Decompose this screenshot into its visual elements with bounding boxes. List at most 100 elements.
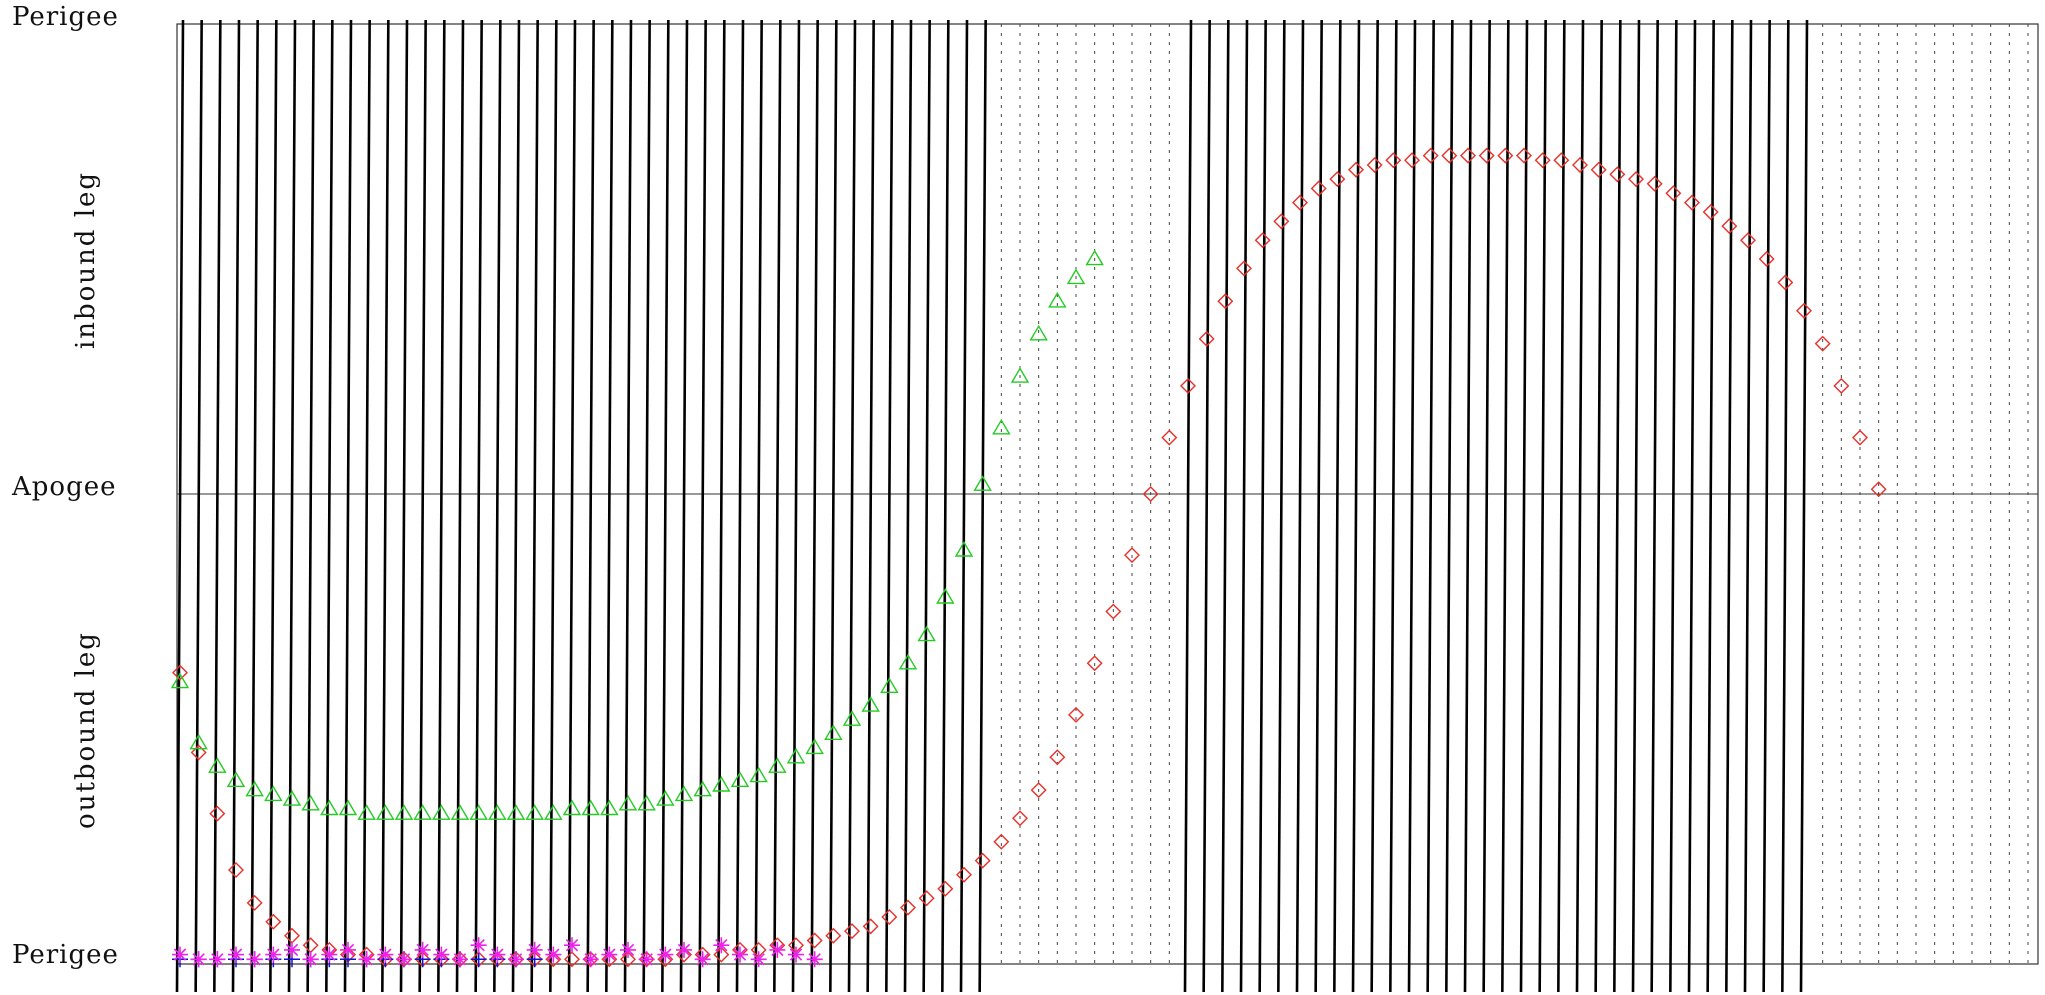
track-solid bbox=[1295, 19, 1305, 993]
star-marker bbox=[564, 937, 580, 954]
diamond-marker bbox=[1796, 302, 1812, 319]
track-solid bbox=[698, 19, 707, 993]
triangle-marker bbox=[898, 653, 918, 670]
track-solid bbox=[1277, 19, 1286, 993]
track-solid bbox=[1445, 19, 1454, 993]
triangle-marker bbox=[488, 804, 507, 820]
triangle-marker bbox=[730, 771, 750, 787]
track-solid bbox=[959, 19, 969, 993]
star-marker bbox=[433, 946, 450, 963]
triangle-marker bbox=[245, 780, 264, 797]
triangle-marker bbox=[1066, 268, 1086, 285]
band-label-inbound: inbound leg bbox=[71, 170, 101, 350]
diamond-marker bbox=[1086, 655, 1103, 672]
diamond-marker bbox=[1422, 147, 1439, 164]
diamond-marker bbox=[1870, 481, 1887, 498]
diamond-marker bbox=[190, 744, 207, 761]
triangle-marker bbox=[1048, 291, 1067, 308]
track-solid bbox=[1463, 19, 1473, 993]
track-solid bbox=[194, 19, 203, 993]
diamond-marker bbox=[1534, 152, 1551, 169]
track-solid bbox=[1743, 19, 1753, 993]
diamond-marker bbox=[1852, 429, 1868, 446]
triangle-marker bbox=[656, 790, 675, 806]
diamond-marker bbox=[1124, 547, 1140, 564]
track-solid bbox=[1351, 19, 1361, 993]
diamond-marker bbox=[1348, 161, 1364, 178]
track-solid bbox=[1258, 19, 1267, 993]
track-solid bbox=[474, 19, 483, 993]
diamond-marker bbox=[993, 833, 1010, 850]
triangle-marker bbox=[357, 804, 376, 820]
diamond-marker bbox=[1553, 152, 1570, 169]
diamond-marker bbox=[564, 951, 580, 968]
triangle-marker bbox=[768, 757, 787, 773]
star-marker bbox=[788, 946, 804, 963]
band-label-outbound: outbound leg bbox=[71, 631, 101, 829]
triangle-marker bbox=[954, 541, 974, 557]
track-solid bbox=[530, 19, 539, 993]
star-marker bbox=[414, 941, 431, 958]
triangle-marker bbox=[1029, 324, 1048, 341]
diamond-marker bbox=[974, 852, 991, 869]
diamond-marker bbox=[937, 880, 954, 897]
track-solid bbox=[306, 19, 315, 993]
triangle-marker bbox=[824, 724, 843, 740]
track-solid bbox=[1333, 19, 1342, 993]
tick-label-apogee: Apogee bbox=[12, 472, 117, 502]
triangle-marker bbox=[544, 804, 563, 820]
star-marker bbox=[228, 946, 244, 963]
star-marker bbox=[358, 951, 375, 968]
diamond-marker bbox=[620, 951, 636, 968]
diamond-marker bbox=[1702, 204, 1719, 220]
triangle-marker bbox=[226, 771, 246, 787]
triangle-marker bbox=[469, 804, 488, 820]
diamond-marker bbox=[1758, 251, 1775, 267]
triangle-marker bbox=[917, 625, 936, 642]
track-solid bbox=[1202, 19, 1211, 993]
track-solid bbox=[1314, 19, 1323, 993]
track-solid bbox=[1725, 19, 1734, 993]
diamond-marker bbox=[545, 951, 562, 968]
star-marker bbox=[190, 951, 207, 968]
diamond-marker bbox=[302, 937, 319, 954]
tick-label-perigee-bottom: Perigee bbox=[12, 940, 119, 970]
diamond-marker bbox=[228, 862, 244, 878]
track-solid bbox=[567, 19, 577, 993]
track-solid bbox=[1389, 19, 1398, 993]
track-solid bbox=[455, 19, 465, 993]
triangle-marker bbox=[805, 738, 824, 755]
triangle-marker bbox=[282, 790, 302, 806]
triangle-marker bbox=[562, 799, 582, 816]
diamond-marker bbox=[676, 946, 692, 963]
triangle-marker bbox=[413, 804, 432, 820]
track-solid bbox=[623, 19, 633, 993]
star-marker bbox=[508, 951, 524, 968]
track-solid bbox=[586, 19, 595, 993]
track-solid bbox=[1557, 19, 1566, 993]
star-marker bbox=[713, 937, 730, 954]
diamond-marker bbox=[1236, 260, 1252, 277]
star-marker bbox=[750, 951, 767, 968]
star-marker bbox=[340, 941, 356, 958]
track-solid bbox=[325, 19, 334, 993]
diamond-marker bbox=[1105, 603, 1122, 620]
star-marker bbox=[396, 951, 412, 968]
triangle-marker bbox=[637, 794, 656, 811]
star-marker bbox=[284, 941, 300, 958]
diamond-marker bbox=[825, 927, 842, 944]
track-solid bbox=[679, 19, 689, 993]
track-solid bbox=[1519, 19, 1529, 993]
track-solid bbox=[381, 19, 390, 993]
star-marker bbox=[246, 951, 263, 968]
triangle-marker bbox=[376, 804, 395, 820]
diamond-marker bbox=[1049, 749, 1066, 766]
track-solid bbox=[175, 19, 185, 993]
track-solid bbox=[1183, 19, 1193, 993]
diamond-marker bbox=[246, 894, 263, 911]
triangle-marker bbox=[749, 766, 768, 783]
track-solid bbox=[1482, 19, 1491, 993]
diamond-marker bbox=[1217, 293, 1234, 310]
triangle-marker bbox=[338, 799, 358, 816]
track-solid bbox=[1501, 19, 1510, 993]
